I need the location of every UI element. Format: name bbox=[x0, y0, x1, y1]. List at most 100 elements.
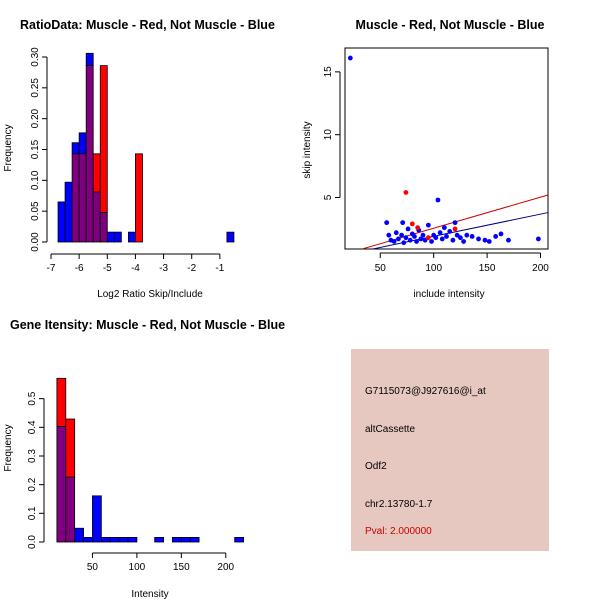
scatter-point bbox=[425, 235, 431, 241]
info-panel: G7115073@J927616@i_at altCassette Odf2 c… bbox=[351, 349, 549, 551]
regression-line bbox=[372, 212, 549, 250]
scatter-point bbox=[347, 55, 353, 61]
gene-name: Odf2 bbox=[365, 461, 387, 472]
x-tick-label: -6 bbox=[75, 263, 84, 274]
histogram-bar bbox=[106, 231, 115, 243]
histogram-bar bbox=[113, 231, 122, 243]
x-tick-label: 200 bbox=[217, 562, 234, 573]
histogram-bar bbox=[226, 231, 235, 243]
scatter-point bbox=[429, 239, 434, 244]
scatter-point bbox=[386, 232, 392, 238]
scatter-point bbox=[433, 235, 439, 241]
y-tick-label: 0.20 bbox=[30, 108, 41, 128]
histogram-bar bbox=[92, 153, 101, 193]
scatter-frame bbox=[344, 47, 549, 250]
scatter-point bbox=[450, 237, 456, 243]
scatter-point bbox=[452, 226, 458, 232]
scatter-point bbox=[407, 237, 413, 243]
scatter-point bbox=[405, 226, 411, 232]
y-tick-label: 10 bbox=[323, 129, 334, 141]
y-tick-label: 0.25 bbox=[30, 78, 41, 98]
scatter-point bbox=[447, 229, 453, 234]
scatter-point bbox=[452, 220, 458, 226]
scatter-point bbox=[464, 232, 470, 238]
y-tick-label: 0.15 bbox=[30, 139, 41, 159]
scatter-point bbox=[414, 239, 419, 244]
intensity-scatter: Muscle - Red, Not Muscle - Blue 50 100 150… bbox=[302, 18, 549, 300]
scatter-point bbox=[403, 190, 409, 195]
histogram-bar-overlap bbox=[65, 476, 76, 543]
x-tick-label: 50 bbox=[375, 263, 387, 274]
histogram-bar bbox=[118, 537, 129, 543]
scatter-point bbox=[441, 225, 447, 231]
y-tick-label: 0.3 bbox=[27, 449, 38, 463]
histogram-bar bbox=[135, 153, 143, 243]
x-tick-label: 50 bbox=[87, 562, 99, 573]
scatter-ylabel: skip intensity bbox=[302, 121, 313, 178]
scatter-point bbox=[486, 239, 492, 244]
x-tick-label: -4 bbox=[131, 263, 140, 274]
scatter-point bbox=[393, 230, 399, 236]
scatter-point bbox=[400, 220, 406, 226]
y-tick-label: 0.2 bbox=[27, 477, 38, 491]
histogram-bar bbox=[71, 142, 80, 155]
y-tick-label: 0.5 bbox=[27, 391, 38, 405]
y-tick-label: 15 bbox=[323, 66, 334, 78]
histogram-bar bbox=[83, 537, 93, 543]
histogram-bar-overlap bbox=[92, 191, 101, 243]
scatter-point bbox=[498, 231, 504, 237]
intensity-histogram: Gene Itensity: Muscle - Red, Not Muscle … bbox=[3, 318, 285, 600]
scatter-point bbox=[401, 240, 407, 246]
scatter-point bbox=[412, 234, 417, 239]
y-tick-label: 0.00 bbox=[30, 232, 41, 252]
x-tick-label: 150 bbox=[173, 562, 190, 573]
scatter-point bbox=[391, 239, 397, 244]
y-tick-label: 0.0 bbox=[27, 535, 38, 549]
histogram-bar bbox=[56, 377, 67, 427]
x-tick-label: 100 bbox=[129, 562, 146, 573]
scatter-point bbox=[399, 232, 405, 238]
histogram-bar bbox=[172, 537, 182, 543]
histogram-bar bbox=[127, 537, 138, 543]
genomic-location: chr2.13780-1.7 bbox=[365, 499, 433, 510]
ratio-histogram-xlabel: Log2 Ratio Skip/Include bbox=[97, 289, 203, 300]
scatter-point bbox=[437, 230, 443, 236]
y-tick-label: 0.05 bbox=[30, 201, 41, 221]
scatter-point bbox=[415, 225, 421, 231]
histogram-bar-overlap bbox=[99, 211, 108, 243]
histogram-bar bbox=[180, 537, 191, 543]
histogram-bar bbox=[127, 231, 136, 243]
p-value: Pval: 2.000000 bbox=[365, 526, 432, 537]
scatter-point bbox=[482, 237, 488, 243]
x-tick-label: 100 bbox=[425, 263, 442, 274]
y-tick-label: 5 bbox=[323, 194, 334, 200]
intensity-histogram-title: Gene Itensity: Muscle - Red, Not Muscle … bbox=[10, 318, 285, 332]
scatter-xlabel: include intensity bbox=[413, 289, 484, 300]
x-tick-label: -1 bbox=[215, 263, 224, 274]
scatter-point bbox=[506, 237, 511, 243]
scatter-point bbox=[535, 236, 541, 242]
x-tick-label: -2 bbox=[187, 263, 196, 274]
scatter-point bbox=[493, 234, 499, 239]
histogram-bar bbox=[78, 132, 87, 155]
histogram-bar bbox=[74, 527, 84, 543]
scatter-point bbox=[418, 236, 424, 242]
histogram-bar bbox=[154, 537, 164, 543]
x-tick-label: -5 bbox=[103, 263, 112, 274]
histogram-bar bbox=[85, 52, 94, 67]
scatter-point bbox=[444, 234, 449, 239]
histogram-bar bbox=[92, 495, 102, 543]
histogram-bar-overlap bbox=[78, 153, 87, 243]
scatter-point bbox=[409, 221, 415, 227]
histogram-bar bbox=[189, 537, 200, 543]
scatter-point bbox=[420, 232, 426, 238]
ratio-histogram: RatioData: Muscle - Red, Not Muscle - Bl… bbox=[3, 18, 275, 300]
intensity-histogram-xlabel: Intensity bbox=[131, 589, 168, 600]
scatter-point bbox=[476, 236, 481, 242]
histogram-bar-overlap bbox=[71, 153, 80, 243]
intensity-histogram-ylabel: Frequency bbox=[3, 424, 14, 471]
scatter-point bbox=[396, 236, 401, 242]
scatter-point bbox=[457, 235, 463, 241]
scatter-point bbox=[384, 220, 390, 226]
